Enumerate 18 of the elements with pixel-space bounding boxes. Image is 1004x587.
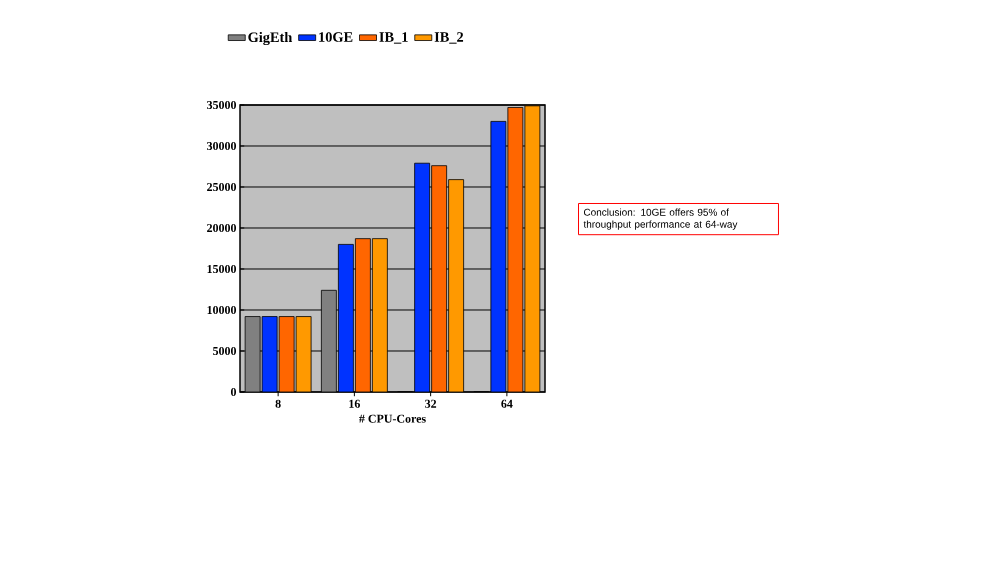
x-tick-label: 64 [501,399,513,408]
x-tick-label: 32 [425,399,437,408]
y-tick-label: 25000 [207,182,237,192]
y-tick-label: 5000 [213,346,237,356]
y-tick-label: 15000 [207,264,237,274]
legend-label: 10GE [319,32,353,42]
y-tick-label: 30000 [207,141,237,151]
legend-label: IB_1 [379,32,408,44]
y-tick-label: 10000 [207,305,237,315]
y-tick-label: 0 [230,387,237,397]
legend-label: IB_2 [434,32,464,44]
text: Conclusion: 10GE offers 95% of throughput performance at 64-way [583,208,738,230]
x-tick-label: 16 [349,399,360,408]
legend-label: GigEth [248,31,293,46]
x-axis-title: # CPU-Cores [359,414,426,423]
y-tick-label: 20000 [207,223,237,233]
x-tick-label: 8 [275,399,281,408]
y-tick-label: 35000 [207,100,237,110]
